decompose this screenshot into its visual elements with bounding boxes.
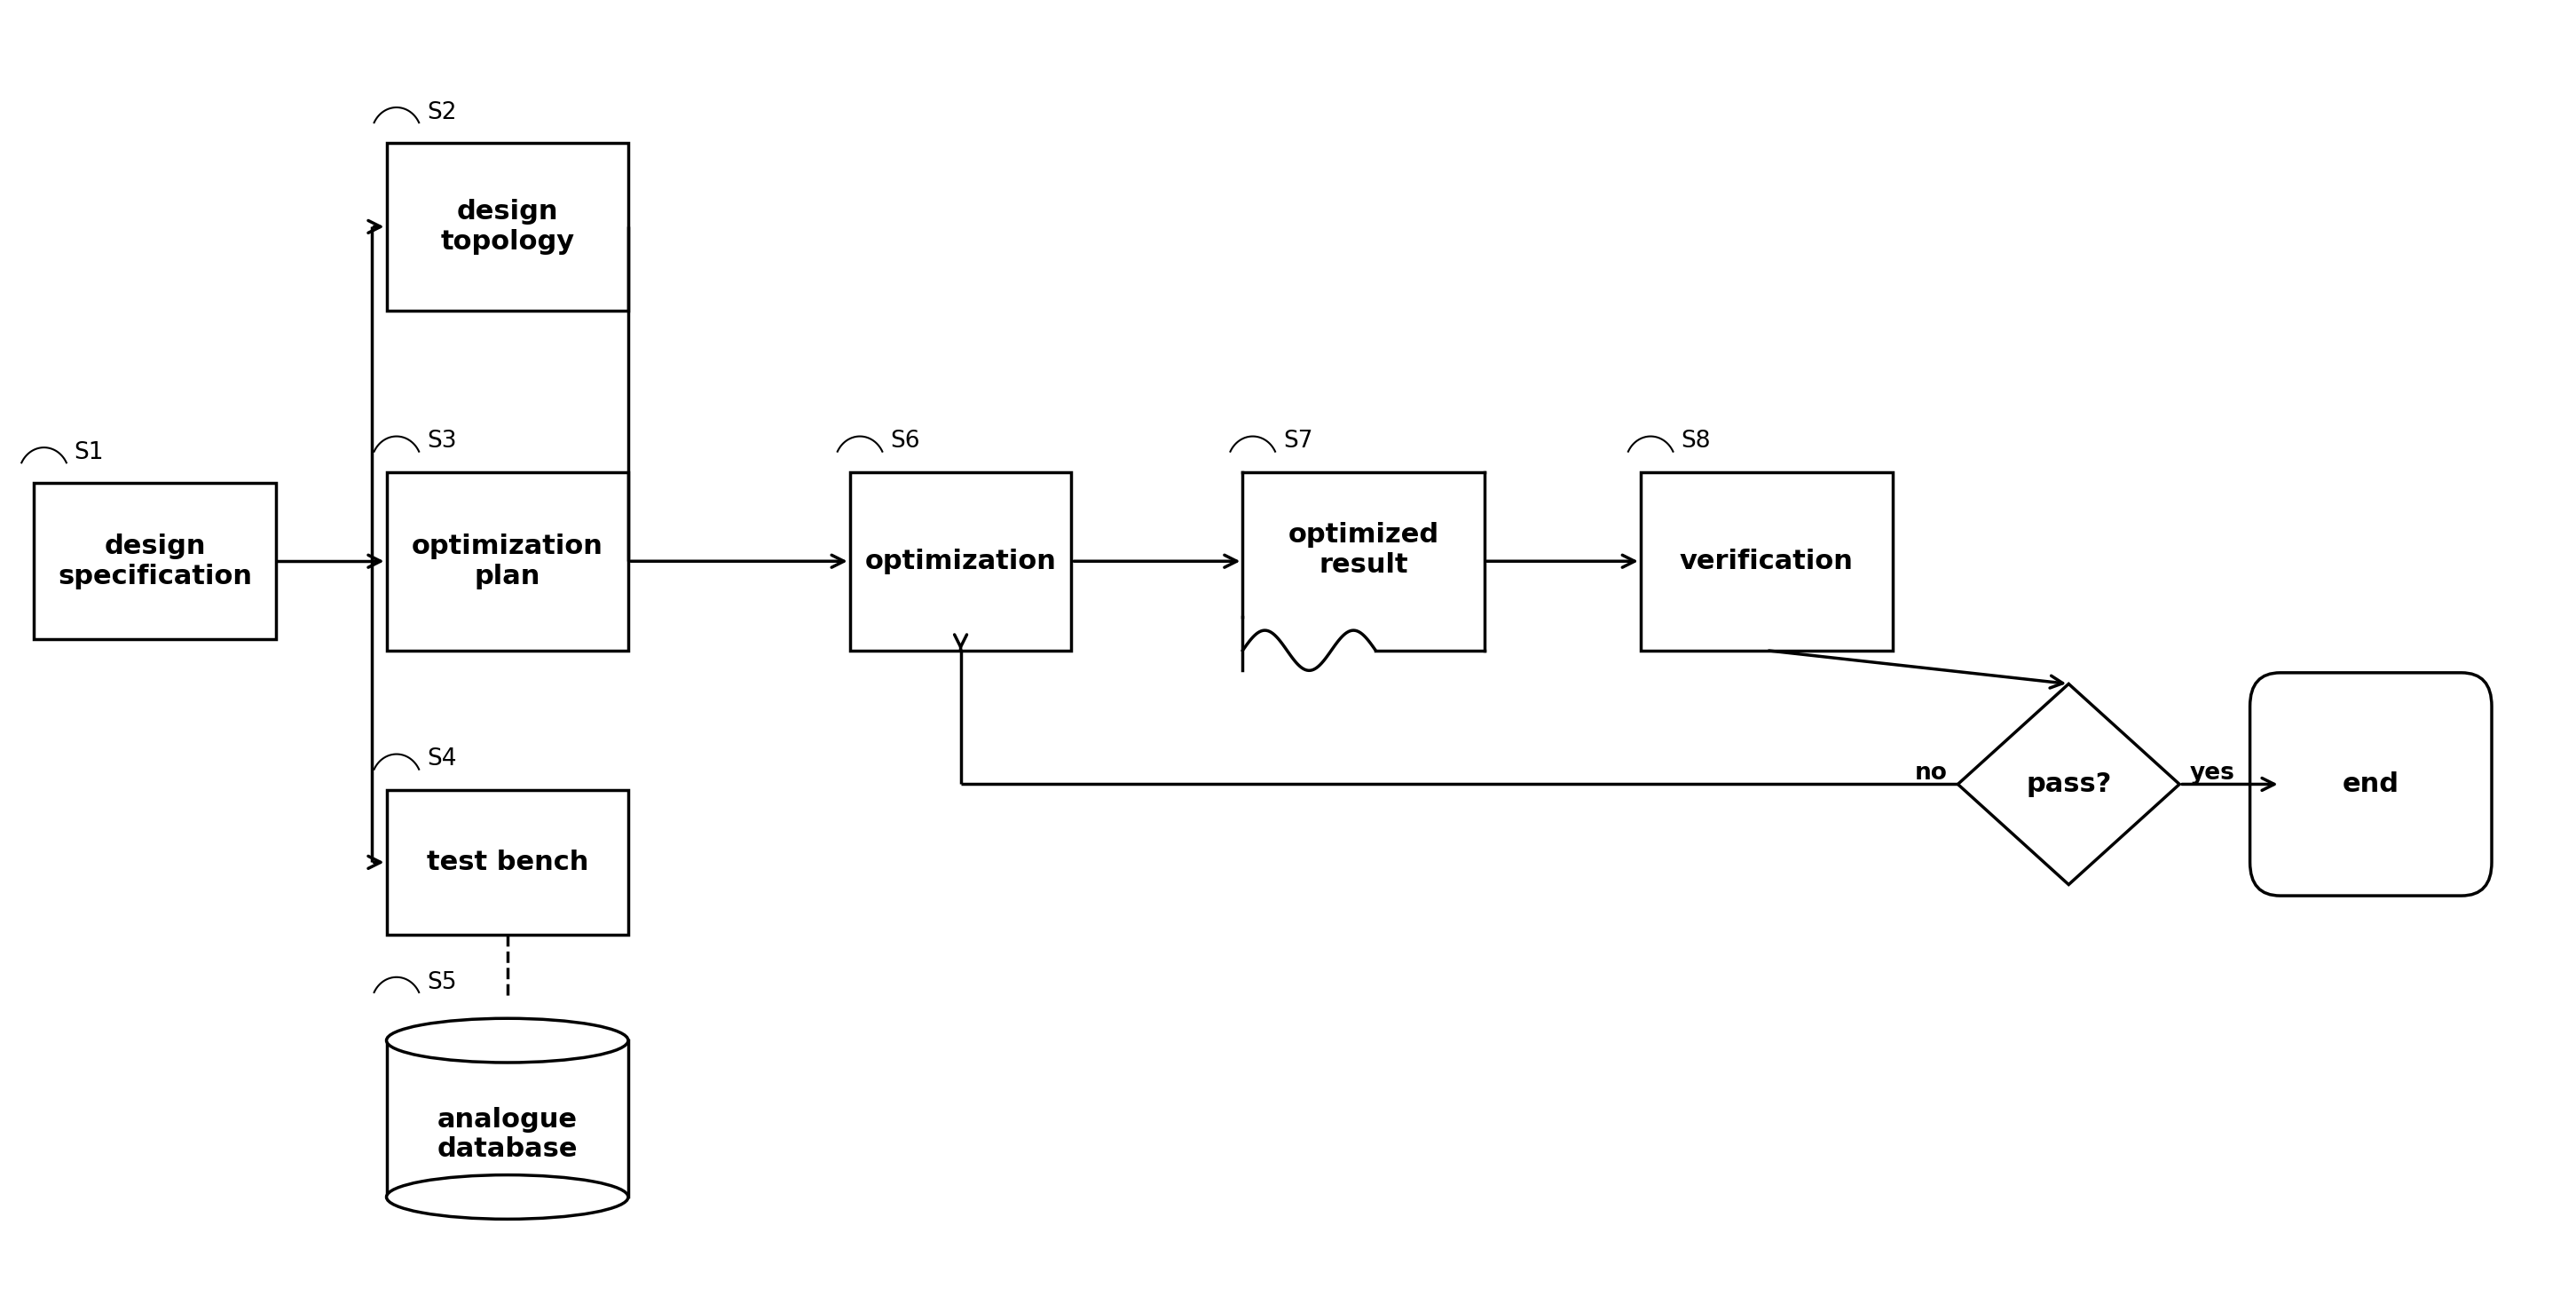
Polygon shape: [1958, 684, 2179, 884]
Text: analogue
database: analogue database: [438, 1106, 577, 1162]
Text: S6: S6: [891, 430, 920, 453]
Text: verification: verification: [1680, 548, 1852, 575]
Text: yes: yes: [2190, 761, 2233, 785]
Text: S1: S1: [75, 441, 103, 464]
Bar: [386, 790, 629, 934]
Text: end: end: [2342, 771, 2398, 798]
Text: pass?: pass?: [2025, 771, 2112, 798]
Text: S8: S8: [1682, 430, 1710, 453]
Bar: [850, 472, 1072, 651]
Bar: [386, 1040, 629, 1197]
Text: S4: S4: [428, 748, 456, 771]
Text: S7: S7: [1283, 430, 1314, 453]
Bar: [386, 472, 629, 651]
Text: no: no: [1914, 761, 1947, 785]
Text: optimization
plan: optimization plan: [412, 534, 603, 589]
Bar: [33, 483, 276, 639]
Text: optimized
result: optimized result: [1288, 522, 1440, 577]
Text: design
topology: design topology: [440, 199, 574, 255]
Bar: [386, 143, 629, 311]
Text: S2: S2: [428, 101, 456, 125]
Bar: [1641, 472, 1893, 651]
Text: test bench: test bench: [428, 849, 587, 875]
Bar: [1244, 472, 1481, 670]
Ellipse shape: [386, 1018, 629, 1063]
Text: optimization: optimization: [866, 548, 1056, 575]
Text: S5: S5: [428, 971, 456, 994]
Ellipse shape: [386, 1176, 629, 1219]
Text: design
specification: design specification: [57, 534, 252, 589]
FancyBboxPatch shape: [2249, 673, 2491, 896]
Text: S3: S3: [428, 430, 456, 453]
